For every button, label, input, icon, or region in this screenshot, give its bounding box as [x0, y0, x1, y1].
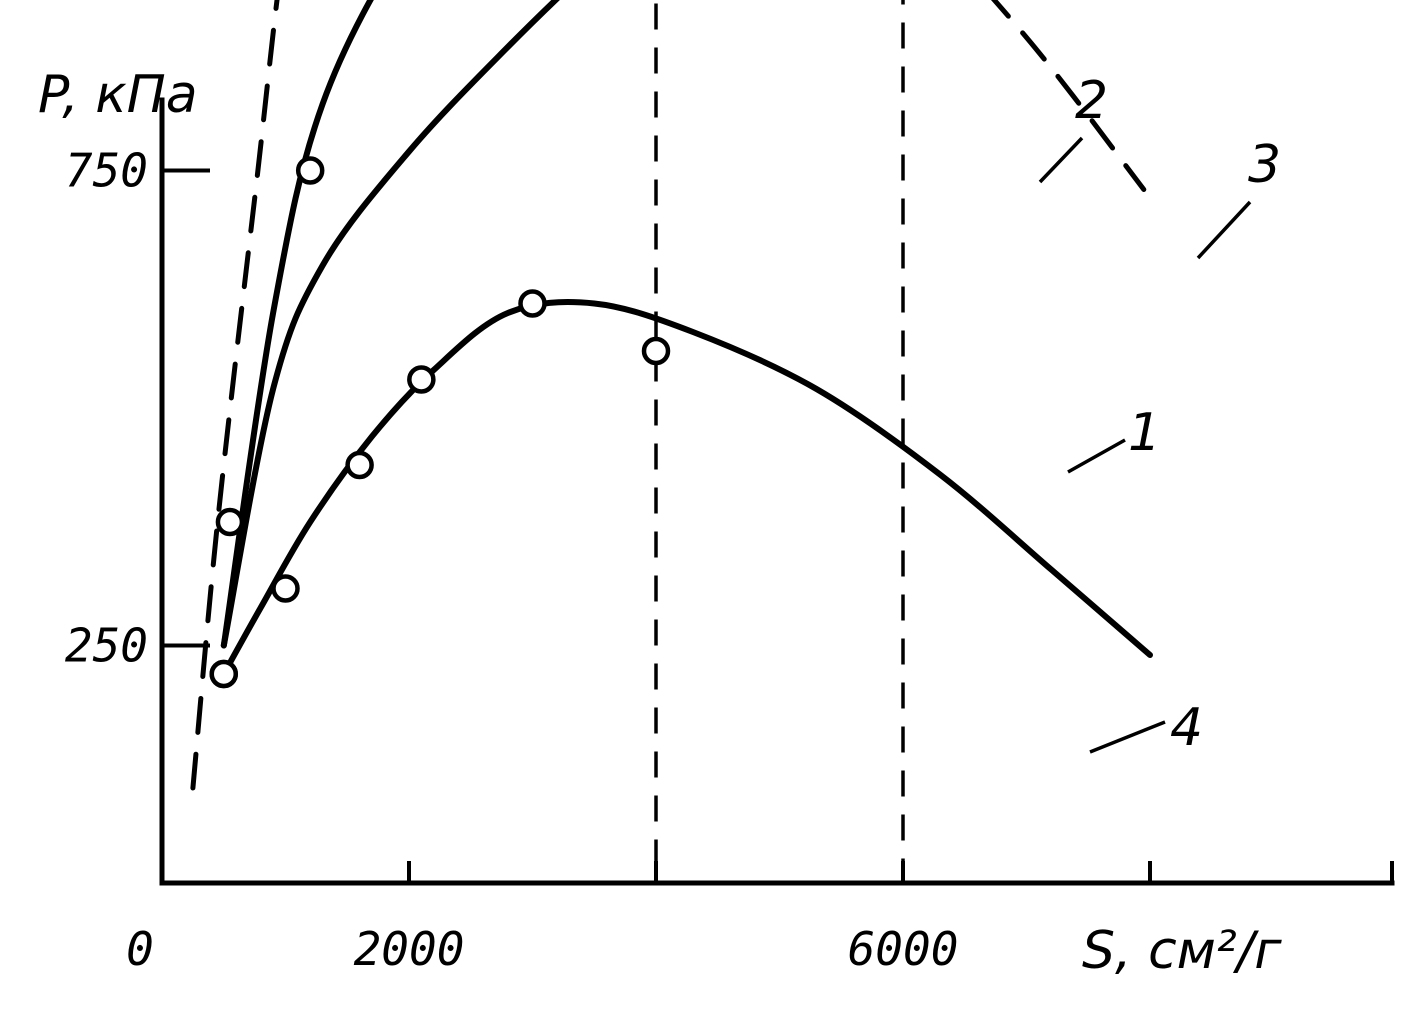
series-1-label: 1: [1128, 403, 1161, 463]
x-axis-title: S, см²/г: [1082, 921, 1282, 981]
guide-lines: [654, 0, 905, 883]
series-1-point-1: [295, 156, 325, 185]
series-4-line: [220, 299, 1153, 677]
series-3-leader: [1196, 200, 1252, 260]
series-4-point-3: [407, 365, 436, 394]
y-axis-title: P, кПа: [38, 65, 198, 125]
series-4-point-5: [641, 336, 671, 366]
series-curves: [190, 0, 1153, 791]
series-3-line: [220, 0, 560, 649]
series-4-point-2: [345, 450, 374, 480]
series-4-point-4: [518, 289, 547, 318]
series-2-line: [220, 0, 374, 649]
series-2-label: 2: [1075, 71, 1108, 131]
labels: 1 2 3 4: [1038, 71, 1281, 758]
x-tick-label-0: 0: [126, 922, 154, 976]
x-tick-label-1: 2000: [354, 922, 465, 976]
data-points: [209, 156, 671, 689]
series-4-leader: [1089, 720, 1166, 754]
series-1-line: [190, 0, 1147, 791]
x-tick-label-3: 6000: [848, 922, 959, 976]
series-4-label: 4: [1170, 698, 1203, 758]
y-tick-label-1: 750: [65, 144, 148, 198]
series-2-leader: [1038, 136, 1084, 184]
series-4-point-1: [271, 574, 300, 603]
series-3-label: 3: [1248, 135, 1281, 195]
series-1-point-0: [215, 507, 245, 537]
series-1-leader: [1067, 438, 1126, 474]
series-4-point-0: [209, 659, 238, 689]
y-tick-label-0: 250: [65, 619, 148, 673]
